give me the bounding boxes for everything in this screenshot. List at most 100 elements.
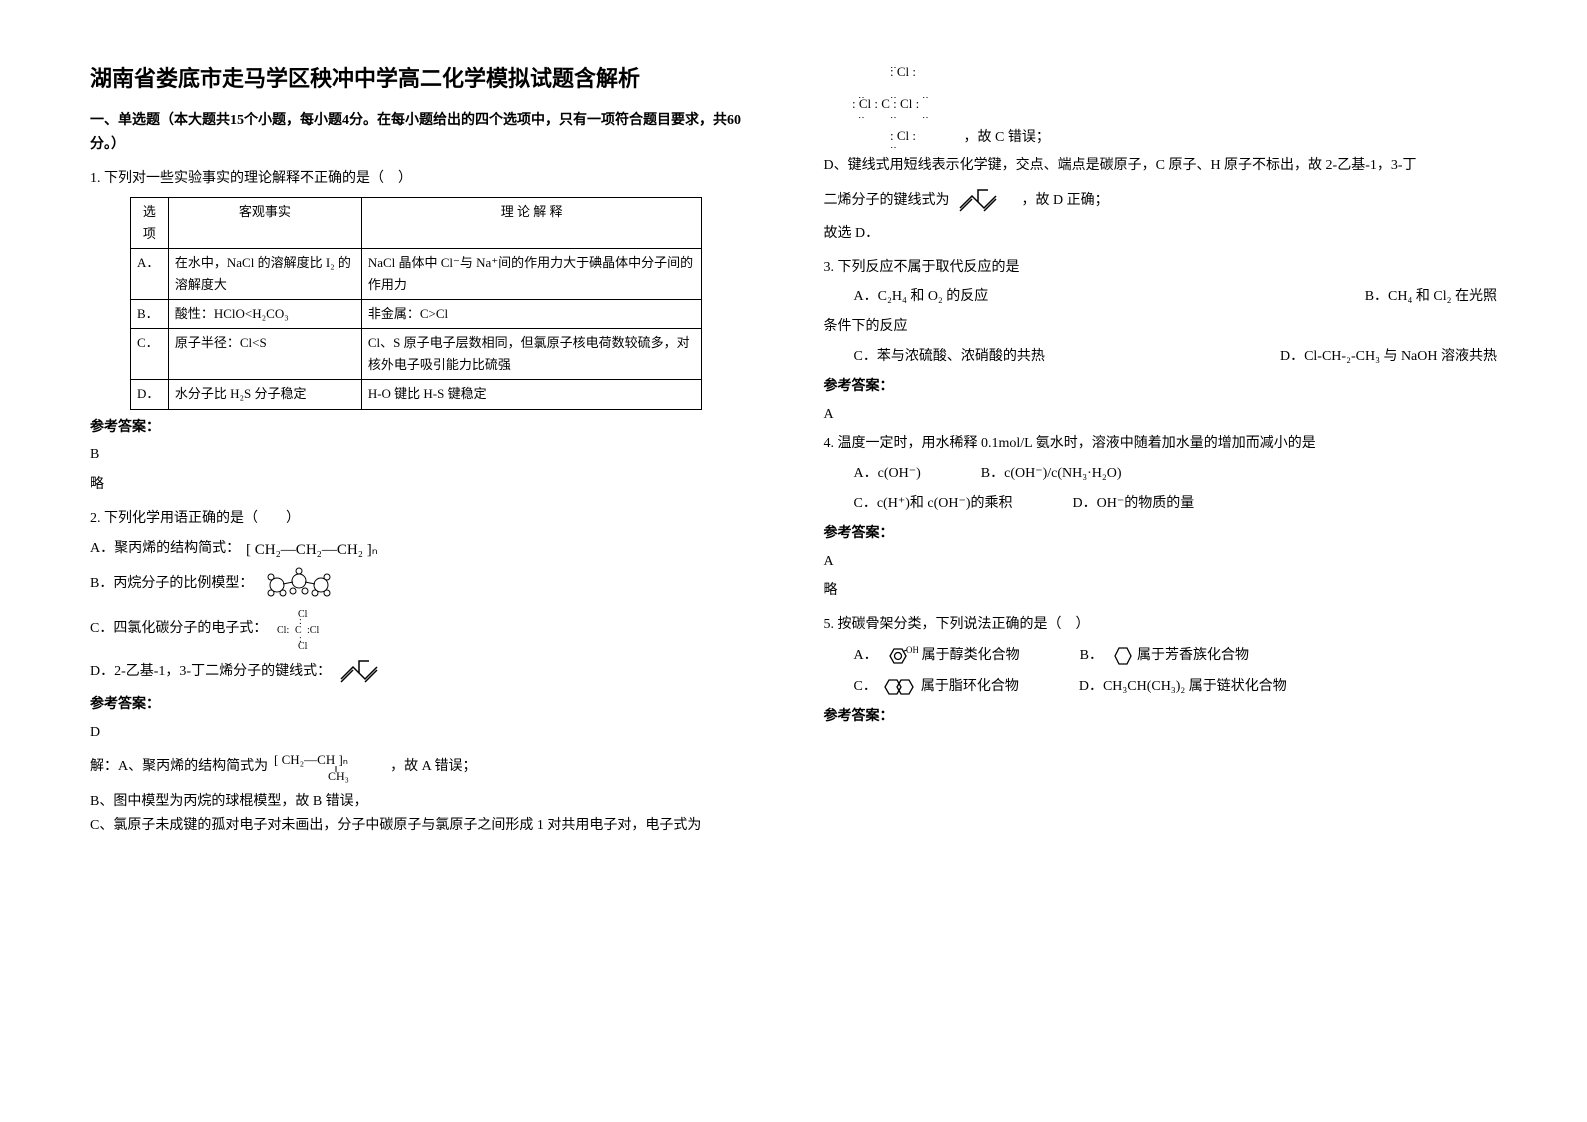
svg-text:‥: ‥ xyxy=(922,90,929,101)
q2-optD: D．2‑乙基‑1，3‑丁二烯分子的键线式： xyxy=(90,657,764,687)
q5-answer-label: 参考答案： xyxy=(824,705,1498,729)
q3-answer-label: 参考答案： xyxy=(824,375,1498,399)
ccl4-correct-block: : Cl : ‥ : Cl : C : Cl : ‥‥‥ ‥‥‥ : Cl : … xyxy=(844,60,1498,150)
q2-optA: A．聚丙烯的结构简式： [ CH₂—CH₂—CH₂ ]ₙ xyxy=(90,537,764,561)
q2-optC-pre: C．四氯化碳分子的电子式： xyxy=(90,617,267,641)
q5-optD: D．CH₃CH(CH₃)₂ 属于链状化合物 xyxy=(1079,675,1287,699)
d-correct-post: ，故 D 正确； xyxy=(1022,189,1109,213)
q1-r0c2: NaCl 晶体中 Cl⁻与 Na⁺间的作用力大于碘晶体中分子间的作用力 xyxy=(361,248,702,299)
choose-d: 故选 D． xyxy=(824,222,1498,246)
q5-optC-letter: C． xyxy=(854,675,877,699)
q2-optA-pre: A．聚丙烯的结构简式： xyxy=(90,537,240,561)
doc-title: 湖南省娄底市走马学区秧冲中学高二化学模拟试题含解析 xyxy=(90,60,764,97)
q2-optB-text: B．丙烷分子的比例模型： xyxy=(90,572,253,596)
c-wrong-note: ，故 C 错误； xyxy=(964,126,1050,150)
section-1-head: 一、单选题（本大题共15个小题，每小题4分。在每小题给出的四个选项中，只有一项符… xyxy=(90,109,764,157)
q1-answer: B xyxy=(90,443,764,467)
q4-answer-label: 参考答案： xyxy=(824,522,1498,546)
q1-r0c1: 在水中，NaCl 的溶解度比 I₂ 的溶解度大 xyxy=(168,248,361,299)
q1-r2c1: 原子半径：Cl<S xyxy=(168,329,361,380)
q2-stem: 2. 下列化学用语正确的是（ ） xyxy=(90,507,764,531)
svg-text:‥: ‥ xyxy=(890,140,897,150)
q1-stem: 1. 下列对一些实验事实的理论解释不正确的是（ ） xyxy=(90,167,764,191)
diene-bondline-icon xyxy=(337,657,397,687)
q2-expl-line1: 解：A、聚丙烯的结构简式为 [ CH₂—CH ]ₙ CH₃ ，故 A 错误； xyxy=(90,750,764,784)
q5-optB: B． 属于芳香族化合物 xyxy=(1080,643,1249,669)
q5-optA-letter: A． xyxy=(854,644,878,668)
q1-r3c1: 水分子比 H₂S 分子稳定 xyxy=(168,380,361,409)
svg-text:Cl:: Cl: xyxy=(277,625,289,636)
q3-stem: 3. 下列反应不属于取代反应的是 xyxy=(824,256,1498,280)
q3-answer: A xyxy=(824,403,1498,427)
q5-optC: C． 属于脂环化合物 xyxy=(854,675,1019,699)
cyclohexane-icon xyxy=(1107,643,1133,669)
svg-text:[ CH₂—CH₂—CH₂ ]ₙ: [ CH₂—CH₂—CH₂ ]ₙ xyxy=(246,542,378,558)
svg-text::: : xyxy=(299,616,302,627)
svg-text:‥: ‥ xyxy=(858,110,865,121)
q2-expl-line3: C、氯原子未成键的孤对电子对未画出，分子中碳原子与氯原子之间形成 1 对共用电子… xyxy=(90,814,764,838)
q1-th-1: 客观事实 xyxy=(168,197,361,248)
q3-optC: C．苯与浓硫酸、浓硝酸的共热 xyxy=(854,345,1045,369)
q3-optD: D．Cl-CH-₂-CH₃ 与 NaOH 溶液共热 xyxy=(1280,345,1497,369)
q4-optA: A．c(OH⁻) xyxy=(854,462,921,486)
q2-answer-label: 参考答案： xyxy=(90,693,764,717)
q4-optB: B．c(OH⁻)/c(NH₃·H₂O) xyxy=(981,462,1122,486)
q5-optA: A． OH 属于醇类化合物 xyxy=(854,643,1020,669)
q4-stem: 4. 温度一定时，用水稀释 0.1mol/L 氨水时，溶液中随着加水量的增加而减… xyxy=(824,432,1498,456)
q1-answer-label: 参考答案： xyxy=(90,416,764,440)
q5-stem: 5. 按碳骨架分类，下列说法正确的是（ ） xyxy=(824,613,1498,637)
svg-text:‥: ‥ xyxy=(922,110,929,121)
d-correct-line: 二烯分子的键线式为 ，故 D 正确； xyxy=(824,186,1498,216)
q1-th-2: 理 论 解 释 xyxy=(361,197,702,248)
svg-text::: : xyxy=(299,634,302,645)
d-correct-pre: 二烯分子的键线式为 xyxy=(824,189,950,213)
d-note: D、键线式用短线表示化学键，交点、端点是碳原子，C 原子、H 原子不标出，故 2… xyxy=(824,154,1498,178)
bicyclic-icon xyxy=(881,675,917,699)
ccl4-lewis-wrong-icon: Cl Cl: C :Cl Cl : : xyxy=(273,607,333,651)
q1-r2c2: Cl、S 原子电子层数相同，但氯原子核电荷数较硫多，对核外电子吸引能力比硫强 xyxy=(361,329,702,380)
q4-answer: A xyxy=(824,550,1498,574)
ccl4-lewis-correct-icon: : Cl : ‥ : Cl : C : Cl : ‥‥‥ ‥‥‥ : Cl : … xyxy=(844,60,954,150)
q4-optC: C．c(H⁺)和 c(OH⁻)的乘积 xyxy=(854,492,1013,516)
q5-optB-post: 属于芳香族化合物 xyxy=(1137,644,1249,668)
q1-r1c2: 非金属：C>Cl xyxy=(361,300,702,329)
q1-r0c0: A． xyxy=(131,248,169,299)
left-column: 湖南省娄底市走马学区秧冲中学高二化学模拟试题含解析 一、单选题（本大题共15个小… xyxy=(90,60,764,1062)
svg-text:‥: ‥ xyxy=(890,60,897,71)
svg-text:‥: ‥ xyxy=(890,110,897,121)
diene-bondline-icon-2 xyxy=(956,186,1016,216)
q1-r2c0: C． xyxy=(131,329,169,380)
svg-text:CH₃: CH₃ xyxy=(328,769,349,783)
q2-expl-line2: B、图中模型为丙烷的球棍模型，故 B 错误， xyxy=(90,790,764,814)
polypropylene-wrong-formula-icon: [ CH₂—CH₂—CH₂ ]ₙ xyxy=(246,537,416,561)
q1-th-0: 选项 xyxy=(131,197,169,248)
q3-optB: B．CH₄ 和 Cl₂ 在光照 xyxy=(1365,285,1497,309)
q2-optC: C．四氯化碳分子的电子式： Cl Cl: C :Cl Cl : : xyxy=(90,607,764,651)
svg-text:‥: ‥ xyxy=(858,90,865,101)
q1-r1c1: 酸性：HClO<H₂CO₃ xyxy=(168,300,361,329)
phenol-icon: OH xyxy=(882,643,918,669)
q5-optC-post: 属于脂环化合物 xyxy=(921,675,1019,699)
q1-expl: 略 xyxy=(90,473,764,497)
q2-optB: B．丙烷分子的比例模型： xyxy=(90,567,764,601)
q4-expl: 略 xyxy=(824,579,1498,603)
q5-optB-letter: B． xyxy=(1080,644,1103,668)
svg-text:OH: OH xyxy=(906,645,918,655)
q2-expl-1-pre: 解：A、聚丙烯的结构简式为 xyxy=(90,755,268,779)
q2-optD-pre: D．2‑乙基‑1，3‑丁二烯分子的键线式： xyxy=(90,660,331,684)
right-column: : Cl : ‥ : Cl : C : Cl : ‥‥‥ ‥‥‥ : Cl : … xyxy=(824,60,1498,1062)
q2-answer: D xyxy=(90,721,764,745)
q3-optA: A．C₂H₄ 和 O₂ 的反应 xyxy=(854,285,989,309)
q4-optD: D．OH⁻的物质的量 xyxy=(1073,492,1195,516)
polypropylene-correct-formula-icon: [ CH₂—CH ]ₙ CH₃ xyxy=(274,750,384,784)
q5-optA-post: 属于醇类化合物 xyxy=(922,644,1020,668)
q3-between: 条件下的反应 xyxy=(824,315,1498,339)
svg-text:[ CH₂—CH ]ₙ: [ CH₂—CH ]ₙ xyxy=(274,752,348,767)
q2-expl-1-post: ，故 A 错误； xyxy=(390,755,476,779)
q1-r3c2: H-O 键比 H-S 键稳定 xyxy=(361,380,702,409)
q1-r3c0: D． xyxy=(131,380,169,409)
svg-text:‥: ‥ xyxy=(890,90,897,101)
svg-text::Cl: :Cl xyxy=(307,625,319,636)
propane-model-icon xyxy=(259,567,349,601)
q1-r1c0: B． xyxy=(131,300,169,329)
